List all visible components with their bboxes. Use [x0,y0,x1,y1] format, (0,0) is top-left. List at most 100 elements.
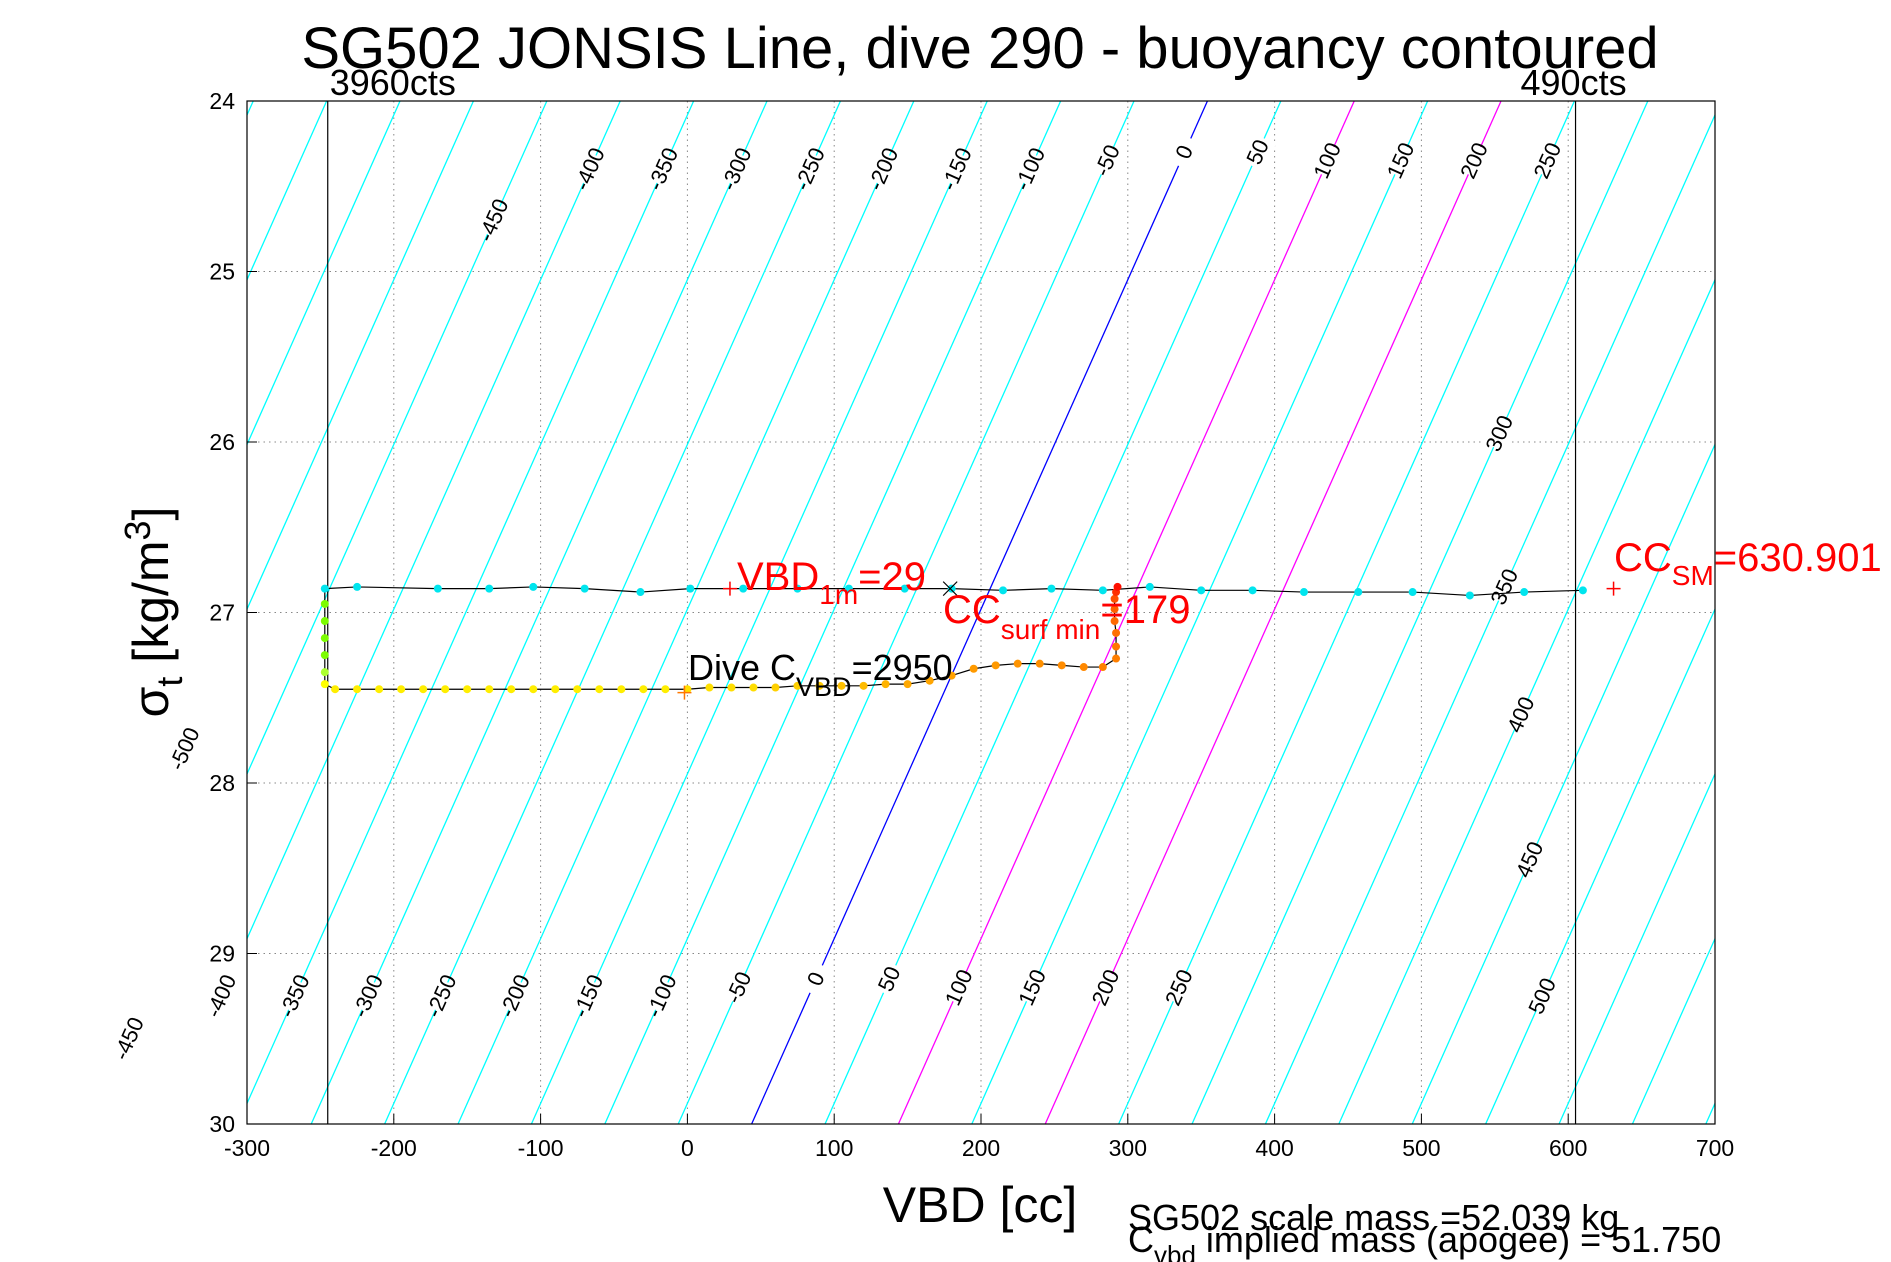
climb-point [705,683,714,692]
annotation-dive-cvbd-value: =2950 [852,647,953,688]
climb-point [1098,663,1107,672]
descent-point [1197,586,1206,595]
reference-markers [677,581,1621,700]
climb-point [969,664,978,673]
contour-label-bg [497,977,533,1016]
contour-label-bg [871,960,908,999]
contour-label-bg [792,150,829,189]
descent-point [485,584,494,593]
descent-point [900,584,909,593]
footer-scale-mass: SG502 scale mass =52.039 kg [1128,1197,1619,1238]
contour-label-bg [111,1019,147,1058]
x-tick-label: 500 [1402,1135,1440,1161]
descent-point [433,584,442,593]
plus-marker [722,581,737,596]
y-tick-label: 28 [209,770,235,796]
contour-label-bg [1481,414,1518,453]
y-tick-label: 26 [209,429,235,455]
contour-line [247,101,621,941]
climb-point [1079,663,1088,672]
y-axis-label-sub: t [149,677,190,687]
climb-point [903,680,912,689]
axis-ticks: -300 -200 -100 0 100 200 300 400 500 600 700 24 25 26… [209,88,1734,1161]
climb-point [727,683,736,692]
climb-point [595,685,604,694]
contour-label-bg [941,968,978,1007]
climb-point [837,681,846,690]
climb-point [617,685,626,694]
x-tick-label: 400 [1255,1135,1293,1161]
climb-point [529,685,538,694]
dive-points [320,582,1587,694]
contour-label-bg [571,150,608,189]
descent-point [353,582,362,591]
footer-implied-mass: Cvbd implied mass (apogee) = 51.750 [1128,1219,1721,1262]
contour-line [530,101,988,1124]
contour-line [1779,101,1891,1124]
x-tick-label: -200 [371,1135,417,1161]
contour-line [677,101,1135,1124]
descent-point [844,584,853,593]
contour-label-bg [276,977,313,1016]
contour-label-bg [1503,695,1540,734]
annotation-cc-surf-min-value: =179 [1100,588,1190,632]
svg-text:σt [kg/m3]: σt [kg/m3] [117,507,190,718]
climb-point [661,685,670,694]
climb-point [1013,659,1022,668]
y-axis-label-sup: 3 [117,520,158,540]
y-axis-label: σt [kg/m3] [117,507,190,718]
contour-label: 400 [1502,693,1540,737]
contour-line [1338,278,1715,1124]
descent-point [1465,591,1474,600]
contour-label: 200 [1087,966,1125,1010]
vbd-limit-lines: 3960cts 490cts [327,62,1627,1124]
climb-point [551,685,560,694]
y-tick-label: 24 [209,88,235,114]
climb-point [1035,659,1044,668]
x-axis-label: VBD [cc] [883,1177,1077,1233]
contour-line [604,101,1062,1124]
contour-label-bg [643,977,680,1016]
contour-label: 450 [1511,838,1549,882]
contour-line [1705,1101,1715,1124]
contour-label-bg [1012,150,1049,189]
x-marker [942,581,958,597]
climb-point [1112,654,1121,663]
plus-marker [677,685,692,700]
contour-line [1264,113,1715,1124]
climb-point [639,685,648,694]
contour-label-bg [1240,133,1277,172]
descent-point [1408,588,1417,597]
contour-label: 300 [1480,411,1518,455]
y-tick-label: 27 [209,600,235,626]
contour-label-bg [1511,840,1548,879]
climb-point [1057,661,1066,670]
contour-label-bg [1529,141,1566,180]
contour-label: 50 [873,963,906,996]
descent-point [1248,586,1257,595]
y-tick-label: 30 [209,1111,235,1137]
contour-label-bg [645,150,682,189]
climb-point [1113,582,1122,591]
x-tick-label: 200 [962,1135,1000,1161]
annotation-cc-sm-main: CC [1614,536,1672,580]
y-axis-label-unit: [kg/m [123,540,179,676]
annotation-vbd-1m-value: =29 [858,555,926,599]
climb-point [463,685,472,694]
annotation-cc-sm-sub: SM [1672,560,1714,591]
contour-label-bg [718,150,755,189]
apogee-point [320,668,329,677]
contour-label-bg [1166,133,1203,172]
contour-label-bg [865,150,902,189]
descent-point [636,588,645,597]
climb-point [331,685,340,694]
annotation-dive-cvbd: Dive CVBD=2950 [688,647,953,702]
contour-line [247,101,401,447]
climb-point [1110,605,1119,614]
contour-label: 500 [1523,974,1561,1018]
footer-implied-mass-value: implied mass (apogee) = 51.750 [1196,1219,1721,1260]
climb-point [1112,628,1121,637]
contour-label-bg [721,968,757,1007]
climb-point [793,681,802,690]
